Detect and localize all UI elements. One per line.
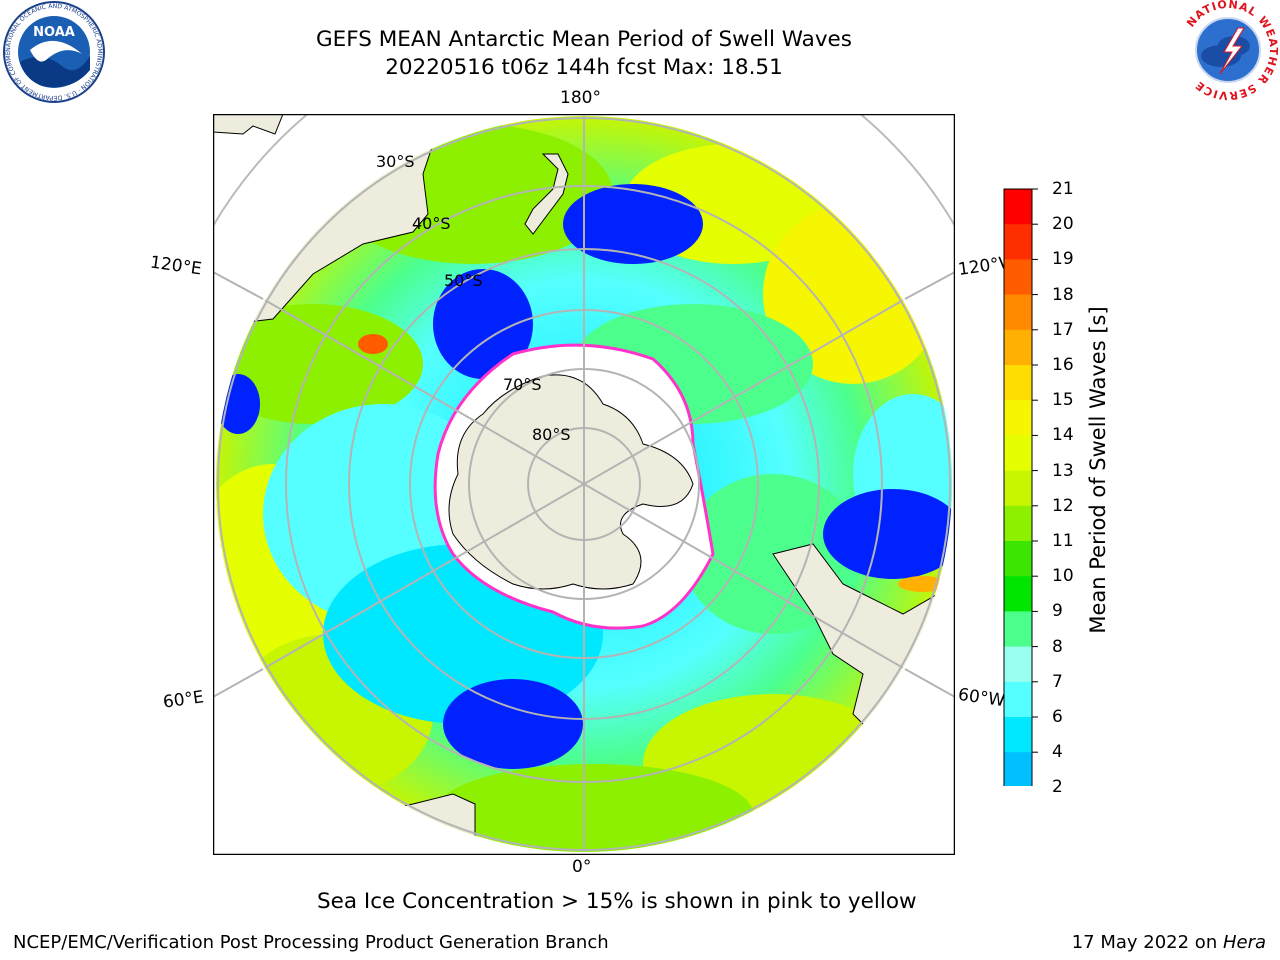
antarctic-map [213, 114, 955, 855]
lat-label-30s: 30°S [376, 152, 415, 171]
outer-graticule [213, 114, 955, 698]
colorbar-segment [1004, 646, 1032, 683]
nws-logo: NATIONAL WEATHER SERVICE [1180, 0, 1279, 102]
colorbar-segment [1004, 717, 1032, 753]
colorbar-tick-label: 2 [1052, 777, 1063, 798]
colorbar-segment [1004, 329, 1032, 366]
colorbar-tick-label: 8 [1052, 636, 1063, 657]
lat-label-70s: 70°S [503, 375, 542, 394]
lon-label-0: 0° [572, 857, 592, 877]
graticule [217, 116, 951, 852]
colorbar [1003, 188, 1038, 786]
colorbar-tick-label: 16 [1052, 355, 1074, 375]
lat-label-50s: 50°S [444, 271, 483, 290]
colorbar-tick-label: 6 [1052, 707, 1063, 727]
noaa-logo: NATIONAL OCEANIC AND ATMOSPHERIC ADMINIS… [2, 0, 105, 103]
colorbar-label: Mean Period of Swell Waves [s] [1086, 306, 1110, 634]
antarctica [448, 374, 694, 590]
colorbar-segment [1004, 681, 1032, 718]
colorbar-segment [1004, 189, 1032, 225]
footer-machine: Hera [1222, 932, 1266, 953]
colorbar-tick-label: 10 [1052, 566, 1074, 587]
colorbar-segment [1004, 576, 1032, 612]
colorbar-tick-label: 13 [1052, 460, 1074, 481]
colorbar-tick-label: 9 [1052, 601, 1063, 622]
colorbar-tick-label: 7 [1052, 671, 1063, 692]
colorbar-segment [1004, 400, 1032, 436]
colorbar-segment [1004, 752, 1032, 786]
footer-date-text: 17 May 2022 on [1071, 932, 1223, 953]
colorbar-tick-label: 11 [1052, 531, 1074, 551]
colorbar-segment [1004, 294, 1032, 331]
lon-label-60e: 60°E [161, 687, 206, 713]
colorbar-segment [1004, 259, 1032, 296]
noaa-text: NOAA [33, 25, 75, 40]
lon-label-180: 180° [560, 88, 601, 108]
footer-credit: NCEP/EMC/Verification Post Processing Pr… [13, 932, 609, 953]
lon-label-60w: 60°W [956, 684, 1007, 712]
colorbar-tick-label: 18 [1052, 284, 1074, 305]
colorbar-tick-label: 20 [1052, 214, 1074, 235]
colorbar-segment [1004, 611, 1032, 648]
plot-title: GEFS MEAN Antarctic Mean Period of Swell… [316, 27, 852, 52]
colorbar-tick-label: 21 [1052, 179, 1074, 199]
footer-date: 17 May 2022 on Hera [1072, 932, 1266, 953]
colorbar-segment [1004, 505, 1032, 542]
colorbar-tick-label: 12 [1052, 495, 1074, 516]
colorbar-segment [1004, 224, 1032, 260]
plot-subtitle: 20220516 t06z 144h fcst Max: 18.51 [385, 55, 783, 80]
colorbar-tick-label: 14 [1052, 425, 1074, 446]
colorbar-tick-label: 15 [1052, 390, 1074, 411]
lat-label-80s: 80°S [532, 425, 571, 444]
colorbar-segment [1004, 470, 1032, 507]
lon-label-120e: 120°E [148, 252, 203, 280]
outer-land [213, 114, 284, 135]
colorbar-segment [1004, 435, 1032, 472]
colorbar-segment [1004, 365, 1032, 401]
colorbar-tick-label: 19 [1052, 249, 1074, 270]
map-frame [213, 114, 955, 855]
lat-label-40s: 40°S [412, 214, 451, 233]
colorbar-frame [1003, 188, 1033, 786]
colorbar-tick-label: 4 [1052, 742, 1063, 763]
colorbar-tick-label: 17 [1052, 319, 1074, 340]
colorbar-segment [1004, 541, 1032, 577]
